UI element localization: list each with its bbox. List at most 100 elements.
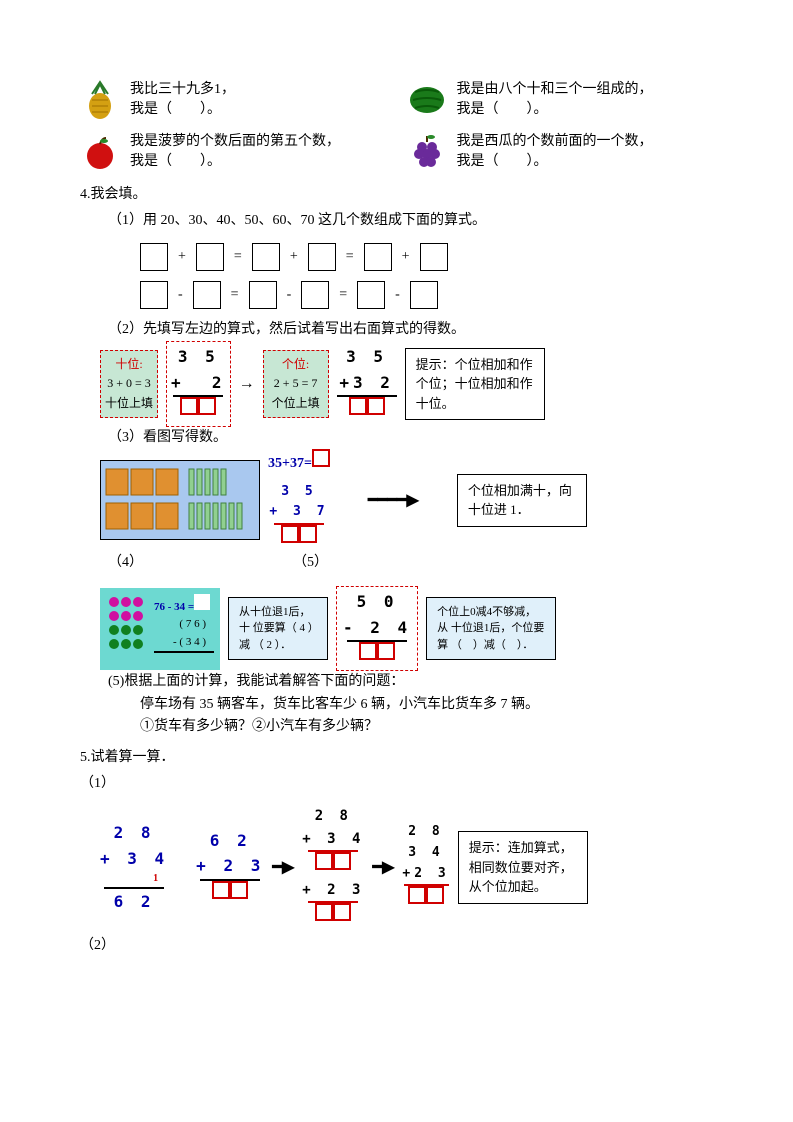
blank-box[interactable] xyxy=(420,243,448,271)
n3: 3 xyxy=(178,347,192,366)
problem-3-row: 35+37= 3 5 + 3 7 ━━━━▶ 个位相加满十，向十位进 1． xyxy=(100,449,733,551)
ex2-b: + 2 3 xyxy=(196,853,264,879)
blank-box[interactable] xyxy=(410,281,438,309)
ans-box[interactable] xyxy=(333,903,351,921)
ones-eq: 2 + 5 = 7 xyxy=(272,374,320,393)
pineapple-icon xyxy=(80,80,120,120)
bundles-icon xyxy=(100,460,260,540)
n5: 5 xyxy=(205,347,219,366)
n2: 2 xyxy=(212,373,226,392)
problem-4-row: 76 - 34 = ( 7 6 ) - ( 3 4 ) 从十位退1后，十 位要算… xyxy=(100,586,733,672)
ex3-a: 2 8 xyxy=(315,805,352,827)
arrow-icon: ━━━━▶ xyxy=(368,488,419,514)
blank-box[interactable] xyxy=(252,243,280,271)
eq-addition-line: + = + = + xyxy=(140,243,733,271)
tens-box: 十位: 3 + 0 = 3 十位上填 xyxy=(100,350,158,418)
ans-box[interactable] xyxy=(312,449,330,467)
op-eq: = xyxy=(346,246,354,268)
ans-box[interactable] xyxy=(349,397,367,415)
op-plus: + xyxy=(178,246,186,268)
ans-box[interactable] xyxy=(315,852,333,870)
ans-box[interactable] xyxy=(315,903,333,921)
arrow-icon: ━▶ xyxy=(272,855,294,881)
ans-box[interactable] xyxy=(194,594,210,610)
p3-bot: + 3 7 xyxy=(269,502,328,523)
blank-box[interactable] xyxy=(301,281,329,309)
s4-p1: （1）用 20、30、40、50、60、70 这几个数组成下面的算式。 xyxy=(108,210,733,232)
p4-a: ( 7 6 ) xyxy=(154,616,214,634)
watermelon-line1: 我是由八个十和三个一组成的， xyxy=(457,80,653,100)
fruit-row-1: 我比三十九多1，我是（ ）。 我是由八个十和三个一组成的，我是（ ）。 xyxy=(80,80,733,120)
arrow-icon: → xyxy=(239,371,255,397)
ex3-c: + 2 3 xyxy=(302,879,364,901)
p3-top: 3 5 xyxy=(281,482,316,503)
ans-box[interactable] xyxy=(359,642,377,660)
ex4-a: 2 8 xyxy=(408,822,443,843)
dots-icon xyxy=(106,594,146,664)
vcol-right: 3 5 +3 2 xyxy=(337,344,397,424)
ans-box[interactable] xyxy=(299,525,317,543)
apple-line2: 我是（ ）。 xyxy=(130,152,340,172)
ans-box[interactable] xyxy=(426,886,444,904)
ans-box[interactable] xyxy=(408,886,426,904)
op-minus: - xyxy=(178,284,183,306)
pineapple-item: 我比三十九多1，我是（ ）。 xyxy=(80,80,407,120)
tens-eq: 3 + 0 = 3 xyxy=(105,374,153,393)
blank-box[interactable] xyxy=(140,243,168,271)
carry: 1 xyxy=(153,871,158,887)
s4-p4: （4） xyxy=(108,552,143,574)
ones-title: 个位: xyxy=(272,355,320,374)
ones-box: 个位: 2 + 5 = 7 个位上填 xyxy=(263,350,329,418)
ans-box[interactable] xyxy=(230,881,248,899)
op-minus: - xyxy=(395,284,400,306)
op-plus: + xyxy=(290,246,298,268)
ones-label: 个位上填 xyxy=(272,394,320,413)
blank-box[interactable] xyxy=(249,281,277,309)
grape-line1: 我是西瓜的个数前面的一个数， xyxy=(457,132,653,152)
blank-box[interactable] xyxy=(193,281,221,309)
p5-q2: ①货车有多少辆？②小汽车有多少辆？ xyxy=(140,716,733,738)
op-eq: = xyxy=(339,284,347,306)
grape-line2: 我是（ ）。 xyxy=(457,152,653,172)
p4-p5-labels: （4） （5） xyxy=(108,552,733,574)
problem-2-row: 十位: 3 + 0 = 3 十位上填 3 5 + 2 → 个位: 2 + 5 =… xyxy=(100,341,733,427)
ans-box[interactable] xyxy=(198,397,216,415)
blank-box[interactable] xyxy=(357,281,385,309)
blank-box[interactable] xyxy=(308,243,336,271)
p3-calc: 35+37= 3 5 + 3 7 xyxy=(268,449,330,551)
ans-box[interactable] xyxy=(212,881,230,899)
ans-box[interactable] xyxy=(333,852,351,870)
grape-icon xyxy=(407,132,447,172)
vcol-50-24: 5 0 - 2 4 xyxy=(336,586,418,672)
ex1-b: + 3 4 xyxy=(100,849,168,868)
hint-2: 提示：个位相加和作个位；十位相加和作十位。 xyxy=(405,348,545,421)
blank-box[interactable] xyxy=(140,281,168,309)
hint-5: 提示：连加算式，相同数位要对齐，从个位加起。 xyxy=(458,831,588,904)
blank-box[interactable] xyxy=(196,243,224,271)
blank-box[interactable] xyxy=(364,243,392,271)
section-5-title: 5.试着算一算． xyxy=(80,747,733,769)
ex1: 2 8 + 3 4 1 6 2 xyxy=(100,820,168,915)
ans-box[interactable] xyxy=(281,525,299,543)
dots-76-34: 76 - 34 = ( 7 6 ) - ( 3 4 ) xyxy=(100,588,220,670)
s4-p3: （3）看图写得数。 xyxy=(108,427,733,449)
s4-p2: （2）先填写左边的算式，然后试着写出右面算式的得数。 xyxy=(108,319,733,341)
ex1-c: 6 2 xyxy=(114,889,155,915)
ex4-c: +2 3 xyxy=(402,864,449,885)
ans-box[interactable] xyxy=(377,642,395,660)
ans-box[interactable] xyxy=(180,397,198,415)
watermelon-item: 我是由八个十和三个一组成的，我是（ ）。 xyxy=(407,80,734,120)
p4-eq: 76 - 34 = xyxy=(154,601,194,613)
problem-5-row: 2 8 + 3 4 1 6 2 6 2 + 2 3 ━▶ 2 8 + 3 4 +… xyxy=(100,805,733,929)
r-bot: +3 2 xyxy=(339,370,394,396)
sub-left-box: 从十位退1后，十 位要算（ 4 ）减 （ 2 ）． xyxy=(228,597,328,661)
pineapple-line2: 我是（ ）。 xyxy=(130,100,235,120)
hint-3: 个位相加满十，向十位进 1． xyxy=(457,474,587,527)
ex3: 2 8 + 3 4 + 2 3 xyxy=(302,805,364,929)
watermelon-line2: 我是（ ）。 xyxy=(457,100,653,120)
eq-subtraction-line: - = - = - xyxy=(140,281,733,309)
apple-line1: 我是菠萝的个数后面的第五个数， xyxy=(130,132,340,152)
arrow-icon: ━▶ xyxy=(372,855,394,881)
ans-box[interactable] xyxy=(367,397,385,415)
sl3: （ 2 ）． xyxy=(253,639,292,651)
